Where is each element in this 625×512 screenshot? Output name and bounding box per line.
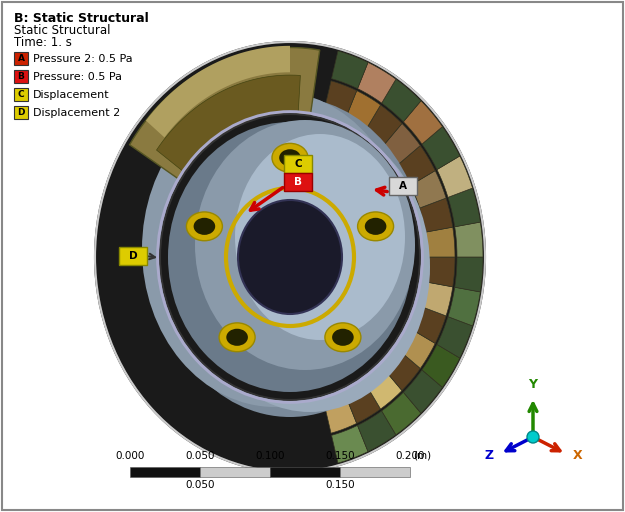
Polygon shape	[331, 51, 368, 89]
Ellipse shape	[195, 120, 415, 370]
FancyBboxPatch shape	[284, 155, 312, 173]
Ellipse shape	[155, 97, 425, 417]
Ellipse shape	[325, 323, 361, 352]
Text: 0.150: 0.150	[325, 480, 355, 490]
Polygon shape	[382, 392, 421, 435]
Bar	[14, 88, 28, 101]
Polygon shape	[419, 282, 452, 316]
Ellipse shape	[238, 200, 342, 314]
Ellipse shape	[226, 329, 248, 346]
Text: (m): (m)	[413, 451, 431, 461]
Text: Time: 1. s: Time: 1. s	[14, 36, 72, 49]
Text: Displacement 2: Displacement 2	[33, 108, 120, 117]
Text: X: X	[572, 450, 582, 462]
Polygon shape	[146, 46, 290, 137]
Polygon shape	[455, 222, 483, 257]
Ellipse shape	[190, 122, 430, 412]
Bar	[200, 467, 270, 477]
Polygon shape	[398, 145, 435, 185]
Polygon shape	[422, 126, 460, 169]
Text: B: B	[294, 177, 302, 187]
Polygon shape	[365, 105, 402, 146]
Polygon shape	[98, 273, 482, 317]
Polygon shape	[346, 383, 381, 423]
Polygon shape	[331, 425, 368, 463]
Text: B: B	[18, 72, 24, 81]
Bar	[14, 106, 28, 119]
Polygon shape	[411, 306, 446, 344]
Ellipse shape	[357, 212, 394, 241]
Polygon shape	[383, 123, 421, 164]
Polygon shape	[357, 411, 396, 452]
Bar	[14, 70, 28, 83]
Ellipse shape	[168, 122, 412, 392]
Polygon shape	[422, 345, 460, 388]
Polygon shape	[425, 257, 455, 287]
Text: 0.000: 0.000	[115, 451, 145, 461]
Polygon shape	[156, 75, 301, 181]
Polygon shape	[403, 101, 442, 144]
Polygon shape	[383, 350, 421, 391]
Text: D: D	[129, 251, 138, 261]
Polygon shape	[425, 227, 455, 257]
Text: 0.200: 0.200	[395, 451, 425, 461]
Text: A: A	[18, 54, 24, 63]
Text: B: Static Structural: B: Static Structural	[14, 12, 149, 25]
Polygon shape	[437, 156, 472, 197]
Ellipse shape	[160, 114, 420, 400]
FancyBboxPatch shape	[119, 247, 147, 265]
Polygon shape	[324, 81, 357, 119]
Polygon shape	[419, 198, 452, 232]
Ellipse shape	[235, 134, 405, 340]
Text: Z: Z	[484, 450, 493, 462]
Ellipse shape	[95, 42, 485, 472]
Text: Pressure: 0.5 Pa: Pressure: 0.5 Pa	[33, 72, 122, 81]
Ellipse shape	[142, 91, 408, 407]
FancyBboxPatch shape	[284, 173, 312, 191]
Polygon shape	[437, 316, 472, 358]
Ellipse shape	[219, 323, 255, 352]
Text: 0.050: 0.050	[185, 451, 215, 461]
Polygon shape	[346, 91, 381, 131]
Text: C: C	[294, 159, 302, 169]
Polygon shape	[365, 368, 402, 409]
Polygon shape	[448, 287, 481, 326]
Polygon shape	[382, 79, 421, 122]
Ellipse shape	[279, 149, 301, 166]
Text: A: A	[399, 181, 407, 191]
Text: 0.050: 0.050	[185, 480, 215, 490]
Polygon shape	[324, 395, 357, 433]
Ellipse shape	[186, 212, 222, 241]
Bar	[130, 467, 200, 477]
Text: Static Structural: Static Structural	[14, 24, 111, 37]
Text: 0.100: 0.100	[255, 451, 285, 461]
Polygon shape	[411, 170, 446, 208]
Text: Y: Y	[529, 378, 538, 391]
Bar	[270, 467, 340, 477]
Polygon shape	[357, 62, 396, 103]
Polygon shape	[129, 48, 320, 189]
Bar	[14, 52, 28, 65]
Text: D: D	[18, 108, 25, 117]
Polygon shape	[403, 370, 442, 413]
Polygon shape	[455, 257, 483, 292]
Bar	[340, 467, 410, 477]
Ellipse shape	[332, 329, 354, 346]
Text: Pressure 2: 0.5 Pa: Pressure 2: 0.5 Pa	[33, 53, 132, 63]
Text: Displacement: Displacement	[33, 90, 109, 99]
Ellipse shape	[272, 143, 308, 172]
Polygon shape	[448, 188, 481, 227]
Ellipse shape	[194, 218, 215, 235]
Polygon shape	[398, 329, 435, 369]
Circle shape	[527, 431, 539, 443]
FancyBboxPatch shape	[389, 177, 417, 195]
Text: C: C	[18, 90, 24, 99]
Text: 0.150: 0.150	[325, 451, 355, 461]
Ellipse shape	[365, 218, 386, 235]
